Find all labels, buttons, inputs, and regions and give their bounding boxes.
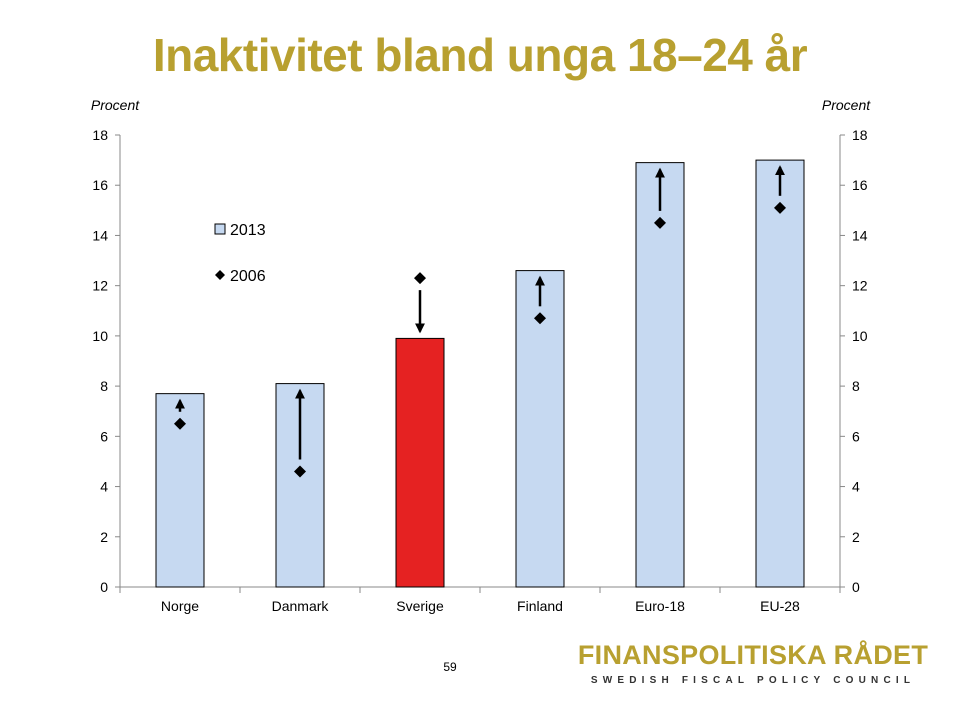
marker-2006 [414, 272, 426, 285]
marker-2006 [534, 312, 546, 325]
marker-2006 [294, 465, 306, 478]
y-tick-label-left: 2 [100, 529, 108, 545]
y-axis-label-right: Procent [822, 97, 871, 113]
y-tick-label-right: 6 [852, 428, 860, 444]
logo-name: FINANSPOLITISKA RÅDET [577, 640, 929, 670]
y-tick-label-right: 10 [852, 328, 868, 344]
bar-norge [155, 393, 205, 588]
y-tick-label-right: 4 [852, 479, 860, 495]
y-tick-label-right: 14 [852, 227, 868, 243]
x-tick-label: Norge [161, 598, 199, 614]
legend-label-2006: 2006 [230, 268, 266, 285]
y-tick-label-right: 16 [852, 177, 868, 193]
marker-2006 [174, 417, 186, 430]
marker-2006 [654, 216, 666, 229]
y-tick-label-left: 4 [100, 479, 108, 495]
x-tick-label: Sverige [396, 598, 444, 614]
y-axis-label-left: Procent [91, 97, 140, 113]
logo-subtitle: SWEDISH FISCAL POLICY COUNCIL [590, 675, 916, 686]
y-tick-label-left: 10 [92, 328, 108, 344]
plot-area: 0 0 2 2 4 4 6 6 8 8 10 10 12 12 14 14 16 16 18 18 Norge Danma… [92, 127, 867, 614]
x-tick-label: Finland [517, 598, 563, 614]
bar-sverige [395, 337, 445, 588]
y-tick-label-left: 6 [100, 428, 108, 444]
y-tick-label-left: 14 [92, 227, 108, 243]
legend-swatch-2013 [214, 223, 226, 235]
y-tick-label-right: 12 [852, 278, 868, 294]
y-tick-label-left: 18 [92, 127, 108, 143]
legend-swatch-2006 [215, 270, 225, 280]
y-tick-label-left: 8 [100, 378, 108, 394]
y-tick-label-left: 0 [100, 579, 108, 595]
marker-2006 [774, 201, 786, 214]
legend-label-2013: 2013 [230, 222, 266, 239]
x-tick-label: Danmark [272, 598, 330, 614]
bar-euro-18 [635, 162, 685, 588]
bar-eu-28 [755, 159, 805, 588]
page-number: 59 [443, 660, 457, 674]
x-tick-label: Euro-18 [635, 598, 685, 614]
y-tick-label-left: 16 [92, 177, 108, 193]
y-tick-label-right: 0 [852, 579, 860, 595]
y-tick-label-right: 8 [852, 378, 860, 394]
slide-title: Inaktivitet bland unga 18–24 år [152, 29, 808, 81]
y-tick-label-right: 18 [852, 127, 868, 143]
y-tick-label-right: 2 [852, 529, 860, 545]
y-tick-label-left: 12 [92, 278, 108, 294]
x-tick-label: EU-28 [760, 598, 800, 614]
